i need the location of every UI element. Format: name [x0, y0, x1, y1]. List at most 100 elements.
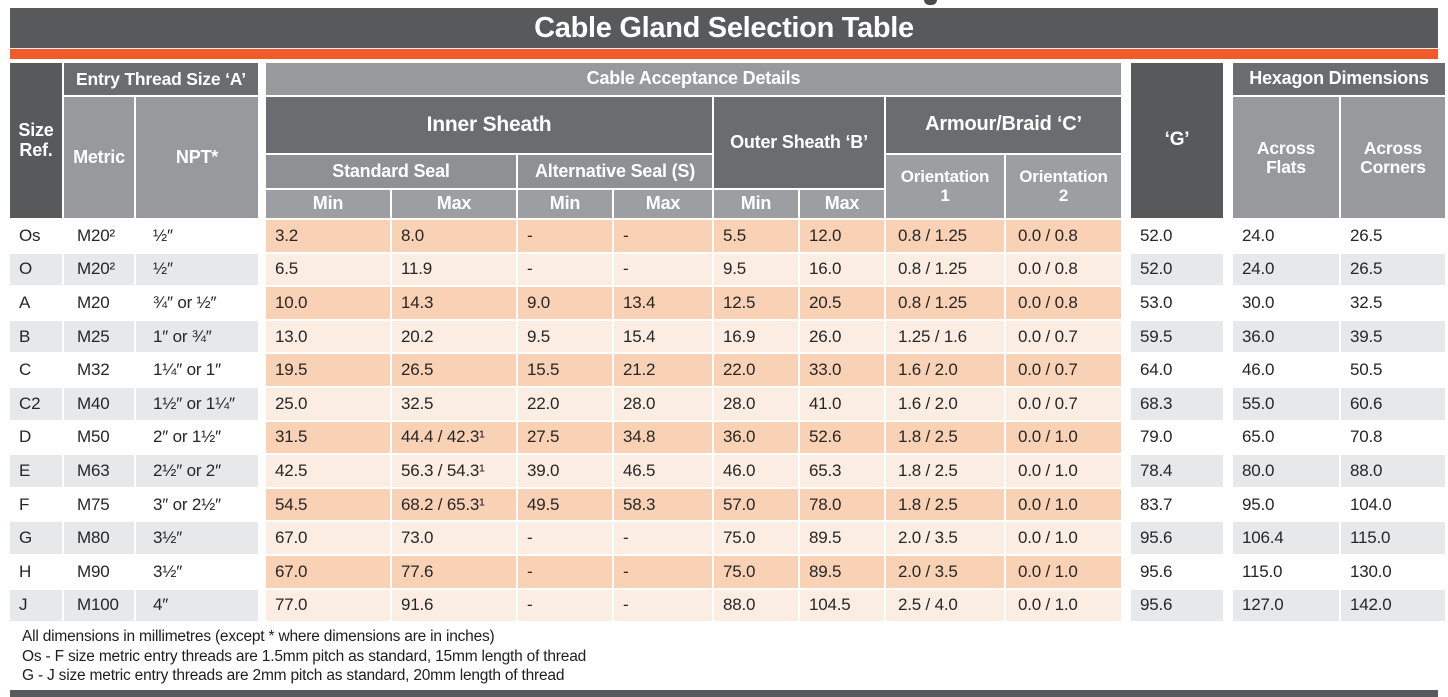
cell-metric: M40 [64, 387, 134, 420]
column-spacer [1123, 321, 1129, 353]
cell-orient2: 0.0 / 0.8 [1006, 287, 1121, 319]
cell-is-max: 77.6 [392, 555, 516, 588]
cell-is-max: 14.3 [392, 287, 516, 319]
table-row: D M50 2″ or 1½″ 31.5 44.4 / 42.3¹ 27.5 34.8 36.… [10, 421, 1445, 454]
column-spacer [1123, 254, 1129, 286]
header-inner-sheath: Inner Sheath [266, 97, 712, 153]
cell-size: D [10, 421, 62, 454]
cell-orient2: 0.0 / 1.0 [1006, 522, 1121, 554]
cell-is-max: 32.5 [392, 387, 516, 420]
column-spacer [1225, 556, 1231, 588]
cell-os-min: 12.5 [714, 287, 798, 319]
cell-as-min: - [518, 253, 612, 286]
cell-across-flats: 46.0 [1233, 354, 1339, 386]
column-spacer [260, 522, 264, 554]
cell-across-flats: 127.0 [1233, 589, 1339, 622]
header-entry-thread: Entry Thread Size ‘A’ [64, 63, 258, 95]
cell-orient1: 1.6 / 2.0 [886, 387, 1004, 420]
table-row: G M80 3½″ 67.0 73.0- -75.0 89.5 2.0 / 3.5 0.0 / … [10, 522, 1445, 554]
header-alternative-min: Min [518, 190, 612, 218]
cell-os-min: 5.5 [714, 220, 798, 252]
cell-as-max: - [614, 253, 712, 286]
cell-orient1: 1.6 / 2.0 [886, 354, 1004, 386]
cell-metric: M50 [64, 421, 134, 454]
cell-npt: 2″ or 1½″ [136, 421, 258, 454]
cell-as-max: - [614, 522, 712, 554]
cell-os-max: 33.0 [800, 354, 884, 386]
header-across-flats: Across Flats [1233, 97, 1339, 218]
cell-npt: 1″ or ¾″ [136, 320, 258, 353]
cell-os-max: 104.5 [800, 589, 884, 622]
column-spacer [260, 321, 264, 353]
table-body: Os M20² ½″ 3.2 8.0- -5.5 12.0 0.8 / 1.25 0.0 / 0… [10, 220, 1445, 622]
cell-g: 68.3 [1131, 387, 1223, 420]
cell-g: 64.0 [1131, 354, 1223, 386]
cell-across-corners: 50.5 [1341, 354, 1445, 386]
cell-as-max: 58.3 [614, 488, 712, 521]
header-standard-min: Min [266, 190, 390, 218]
cell-as-min: 9.5 [518, 320, 612, 353]
header-hexagon-dimensions: Hexagon Dimensions [1233, 63, 1445, 95]
cell-across-flats: 30.0 [1233, 287, 1339, 319]
cell-as-max: - [614, 589, 712, 622]
cell-orient1: 1.8 / 2.5 [886, 421, 1004, 454]
cell-as-min: 27.5 [518, 421, 612, 454]
column-spacer [1225, 522, 1231, 554]
cell-is-max: 44.4 / 42.3¹ [392, 421, 516, 454]
table-row: O M20² ½″ 6.5 11.9- -9.5 16.0 0.8 / 1.25 0.0 / 0… [10, 253, 1445, 286]
cell-is-max: 20.2 [392, 320, 516, 353]
table-row: A M20 ¾″ or ½″ 10.0 14.3 9.0 13.4 12.5 20.5 0.8 /… [10, 287, 1445, 319]
cell-across-flats: 80.0 [1233, 455, 1339, 487]
accent-bar [10, 48, 1438, 59]
cell-os-max: 41.0 [800, 387, 884, 420]
column-spacer [1225, 590, 1231, 622]
cell-orient2: 0.0 / 1.0 [1006, 555, 1121, 588]
cell-across-flats: 106.4 [1233, 522, 1339, 554]
cell-across-corners: 60.6 [1341, 387, 1445, 420]
cell-os-max: 12.0 [800, 220, 884, 252]
cell-orient2: 0.0 / 1.0 [1006, 488, 1121, 521]
header-standard-max: Max [392, 190, 516, 218]
column-spacer [260, 254, 264, 286]
cell-size: H [10, 555, 62, 588]
column-spacer [1225, 287, 1231, 319]
cell-metric: M100 [64, 589, 134, 622]
cell-across-corners: 26.5 [1341, 253, 1445, 286]
cell-orient2: 0.0 / 0.8 [1006, 220, 1121, 252]
cell-os-max: 16.0 [800, 253, 884, 286]
cell-as-min: - [518, 522, 612, 554]
cell-g: 95.6 [1131, 522, 1223, 554]
table-row: C2 M40 1½″ or 1¼″ 25.0 32.5 22.0 28.0 28.0 41.0 1… [10, 387, 1445, 420]
cell-size: F [10, 488, 62, 521]
header-armour-braid: Armour/Braid ‘C’ [886, 97, 1121, 153]
cell-as-min: - [518, 220, 612, 252]
cell-size: G [10, 522, 62, 554]
cell-metric: M75 [64, 488, 134, 521]
column-spacer [1123, 287, 1129, 319]
cropped-text-artifact [924, 0, 937, 5]
header-across-corners: Across Corners [1341, 97, 1445, 218]
cell-metric: M25 [64, 320, 134, 353]
cell-g: 79.0 [1131, 421, 1223, 454]
cell-as-max: 21.2 [614, 354, 712, 386]
column-spacer [1123, 354, 1129, 386]
cell-metric: M20 [64, 287, 134, 319]
cell-is-min: 19.5 [266, 354, 390, 386]
cell-os-max: 89.5 [800, 522, 884, 554]
column-spacer [1225, 220, 1231, 252]
cell-metric: M20² [64, 253, 134, 286]
table-row: H M90 3½″ 67.0 77.6- -75.0 89.5 2.0 / 3.5 0.0 / … [10, 555, 1445, 588]
cell-orient1: 0.8 / 1.25 [886, 253, 1004, 286]
cell-size: B [10, 320, 62, 353]
cell-os-max: 52.6 [800, 421, 884, 454]
cell-os-max: 20.5 [800, 287, 884, 319]
column-spacer [1225, 422, 1231, 454]
cell-across-flats: 55.0 [1233, 387, 1339, 420]
cell-size: C2 [10, 387, 62, 420]
cell-orient1: 1.8 / 2.5 [886, 455, 1004, 487]
column-spacer [1123, 522, 1129, 554]
column-spacer [260, 287, 264, 319]
cell-npt: ¾″ or ½″ [136, 287, 258, 319]
table-row: C M32 1¼″ or 1″ 19.5 26.5 15.5 21.2 22.0 33.0 1.6… [10, 354, 1445, 386]
